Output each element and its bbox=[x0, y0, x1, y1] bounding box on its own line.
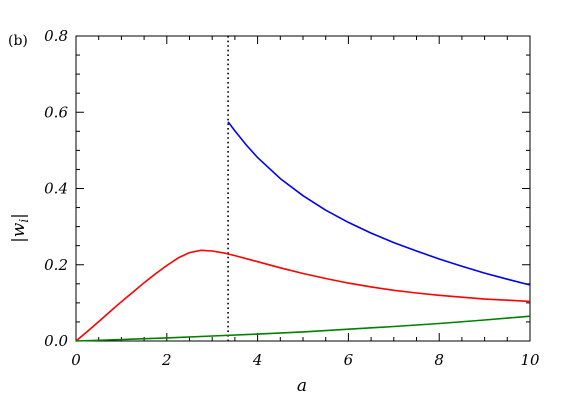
y-tick-label: 0.0 bbox=[44, 332, 68, 350]
data-series bbox=[75, 121, 531, 342]
green-curve bbox=[75, 315, 531, 342]
blue-curve bbox=[227, 121, 531, 286]
x-tick-labels: 0 2 4 6 8 10 bbox=[71, 351, 540, 369]
y-axis-title: |wi| bbox=[9, 213, 31, 243]
y-axis-title-text: |wi| bbox=[9, 213, 31, 243]
y-tick-label: 0.4 bbox=[44, 180, 68, 198]
y-axis-title-subscript: i bbox=[17, 219, 31, 223]
x-tick-label: 0 bbox=[71, 351, 81, 369]
panel-label: (b) bbox=[8, 33, 28, 49]
x-tick-label: 8 bbox=[434, 351, 444, 369]
plot-area bbox=[75, 35, 531, 342]
plot-frame bbox=[75, 35, 531, 342]
y-tick-labels: 0.0 0.2 0.4 0.6 0.8 bbox=[44, 27, 68, 350]
y-tick-label: 0.6 bbox=[44, 103, 68, 121]
y-tick-label: 0.8 bbox=[44, 27, 68, 45]
axis-ticks bbox=[75, 35, 531, 342]
y-axis-title-close: | bbox=[9, 213, 29, 219]
x-tick-label: 6 bbox=[344, 351, 354, 369]
red-curve bbox=[75, 249, 531, 342]
y-axis-title-main: |w bbox=[9, 222, 29, 243]
x-tick-label: 10 bbox=[520, 351, 540, 369]
x-tick-label: 2 bbox=[161, 351, 172, 369]
x-tick-label: 4 bbox=[252, 351, 263, 369]
x-axis-title: a bbox=[297, 376, 307, 396]
y-tick-label: 0.2 bbox=[44, 256, 68, 274]
